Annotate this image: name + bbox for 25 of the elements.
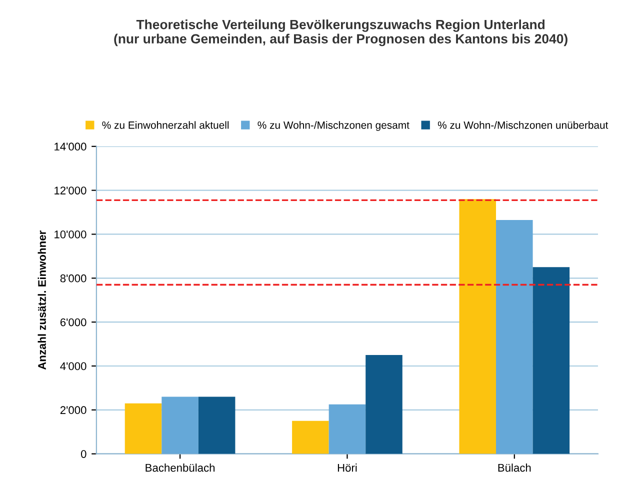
bar bbox=[198, 396, 236, 454]
bar bbox=[328, 404, 366, 454]
y-tick-label: 0 bbox=[80, 450, 86, 458]
x-tick-label: Höri bbox=[338, 464, 357, 472]
bar bbox=[292, 420, 329, 454]
y-tick-label: 8'000 bbox=[60, 274, 86, 282]
y-tick-label: 6'000 bbox=[60, 318, 86, 326]
bar bbox=[124, 403, 162, 454]
legend-label: % zu Einwohnerzahl aktuell bbox=[102, 121, 229, 129]
bar bbox=[459, 199, 496, 454]
bar bbox=[532, 267, 570, 454]
x-tick-label: Bachenbülach bbox=[146, 464, 215, 472]
bar bbox=[496, 220, 533, 454]
y-tick-label: 4'000 bbox=[60, 362, 86, 370]
y-axis-title: Anzahl zusätzl. Einwohner bbox=[38, 230, 46, 370]
y-tick-label: 12'000 bbox=[54, 186, 86, 194]
chart-title: Theoretische Verteilung Bevölkerungszuwachs Region Unterland (nur urbane Gemeinden, auf Basis der Prognosen des Kantons bis 2040) bbox=[114, 20, 568, 46]
bar bbox=[366, 355, 402, 454]
bar bbox=[162, 396, 198, 454]
legend-label: % zu Wohn-/Mischzonen unüberbaut bbox=[438, 121, 608, 129]
legend-label: % zu Wohn-/Mischzonen gesamt bbox=[258, 121, 410, 131]
x-tick-label: Bülach bbox=[498, 464, 531, 472]
y-tick-label: 10'000 bbox=[54, 230, 86, 238]
y-tick-label: 14'000 bbox=[54, 142, 86, 151]
y-tick-label: 2'000 bbox=[60, 406, 86, 414]
